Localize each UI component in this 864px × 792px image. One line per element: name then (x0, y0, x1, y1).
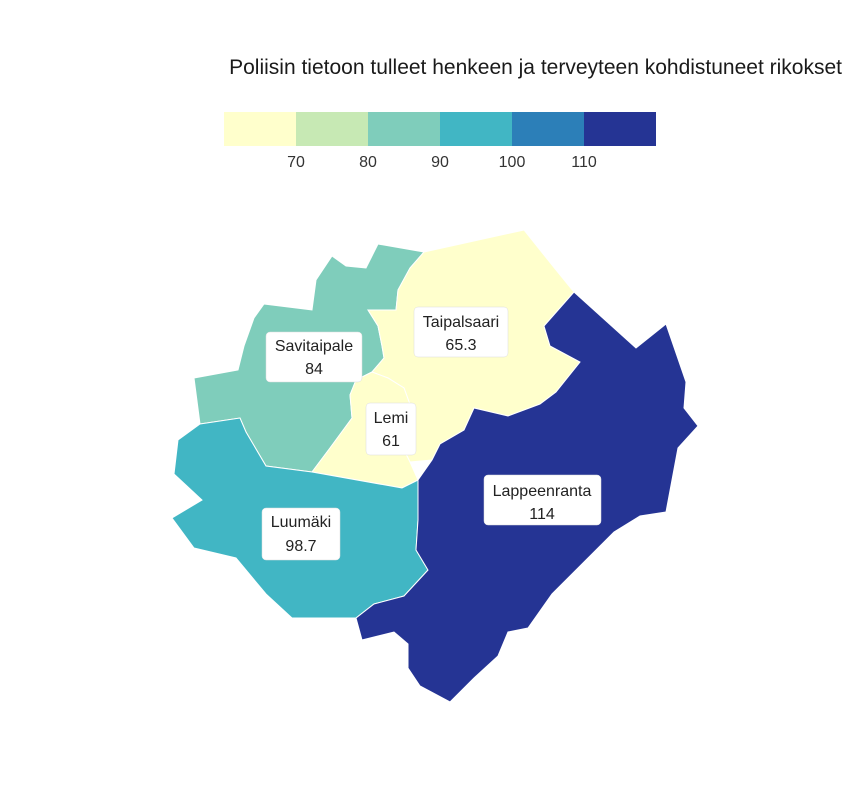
legend-swatch-6 (584, 112, 656, 146)
label-lappeenranta-value: 114 (529, 506, 555, 523)
legend-swatch-5 (512, 112, 584, 146)
label-lappeenranta: Lappeenranta 114 (483, 474, 602, 526)
legend-tick-70: 70 (287, 154, 305, 171)
label-luumaki-value: 98.7 (285, 538, 316, 555)
legend-swatch-3 (368, 112, 440, 146)
label-savitaipale-value: 84 (305, 361, 323, 378)
label-taipalsaari: Taipalsaari 65.3 (413, 306, 509, 358)
label-luumaki-name: Luumäki (271, 514, 331, 531)
legend-tick-110: 110 (571, 154, 597, 171)
label-savitaipale-name: Savitaipale (275, 338, 353, 355)
legend-swatch-4 (440, 112, 512, 146)
legend-tick-100: 100 (498, 154, 526, 171)
legend-swatch-2 (296, 112, 368, 146)
map-title: Poliisin tietoon tulleet henkeen ja terv… (229, 56, 842, 79)
label-savitaipale: Savitaipale 84 (265, 331, 363, 383)
label-lemi-value: 61 (382, 433, 400, 450)
legend-tick-80: 80 (359, 154, 377, 171)
label-lemi-name: Lemi (374, 410, 409, 427)
legend-swatch-1 (224, 112, 296, 146)
label-lemi: Lemi 61 (365, 402, 417, 456)
label-taipalsaari-name: Taipalsaari (423, 314, 499, 331)
color-legend (224, 112, 656, 146)
legend-tick-90: 90 (431, 154, 449, 171)
label-luumaki: Luumäki 98.7 (261, 507, 341, 561)
label-lappeenranta-name: Lappeenranta (493, 483, 592, 500)
label-taipalsaari-value: 65.3 (445, 337, 476, 354)
